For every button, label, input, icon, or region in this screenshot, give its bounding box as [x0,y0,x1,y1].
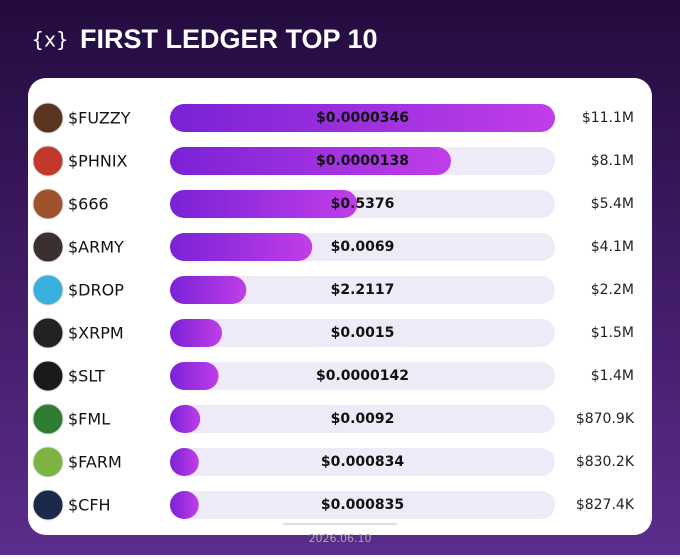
price-label: $2.2117 [331,282,395,298]
category-label: $XRPM [68,324,124,343]
price-label: $0.0092 [331,411,395,427]
bar [170,319,223,347]
bar [170,190,358,218]
price-label: $0.0000346 [316,110,409,126]
token-icon [32,102,64,134]
token-icon [32,446,64,478]
value-label: $8.1M [591,153,634,169]
category-label: $DROP [68,281,124,300]
token-icon [32,317,64,349]
value-label: $11.1M [582,110,634,126]
date: 2026.06.10 [309,532,372,545]
category-label: $666 [68,195,109,214]
value-label: $1.5M [591,325,634,341]
price-label: $0.000834 [321,454,405,470]
bar [170,362,219,390]
token-icon [32,145,64,177]
value-label: $1.4M [591,368,634,384]
bar [170,448,199,476]
token-icon [32,188,64,220]
price-label: $0.5376 [331,196,395,212]
bar [170,405,201,433]
logo: {x} [31,28,68,52]
token-icon [32,274,64,306]
price-label: $0.0015 [331,325,395,341]
bar-track [170,448,555,476]
price-label: $0.0069 [331,239,395,255]
price-label: $0.0000142 [316,368,409,384]
category-label: $FARM [68,453,122,472]
bar [170,276,247,304]
category-label: $FUZZY [68,109,131,128]
category-label: $PHNIX [68,152,128,171]
bar-track [170,405,555,433]
token-icon [32,360,64,392]
value-label: $2.2M [591,282,634,298]
category-label: $ARMY [68,238,124,257]
value-label: $870.9K [576,411,635,427]
price-label: $0.000835 [321,497,404,513]
category-label: $FML [68,410,110,429]
bar [170,104,555,132]
category-label: $SLT [68,367,105,386]
chart-title: FIRST LEDGER TOP 10 [80,24,378,54]
bar-track [170,362,555,390]
value-label: $830.2K [576,454,635,470]
price-label: $0.0000138 [316,153,409,169]
token-icon [32,489,64,521]
value-label: $5.4M [591,196,634,212]
token-icon [32,403,64,435]
token-icon [32,231,64,263]
bar-track [170,276,555,304]
bar-track [170,491,555,519]
bar [170,147,451,175]
category-label: $CFH [68,496,111,515]
bar [170,491,199,519]
value-label: $827.4K [576,497,635,513]
value-label: $4.1M [591,239,634,255]
bar-track [170,319,555,347]
bar [170,233,313,261]
